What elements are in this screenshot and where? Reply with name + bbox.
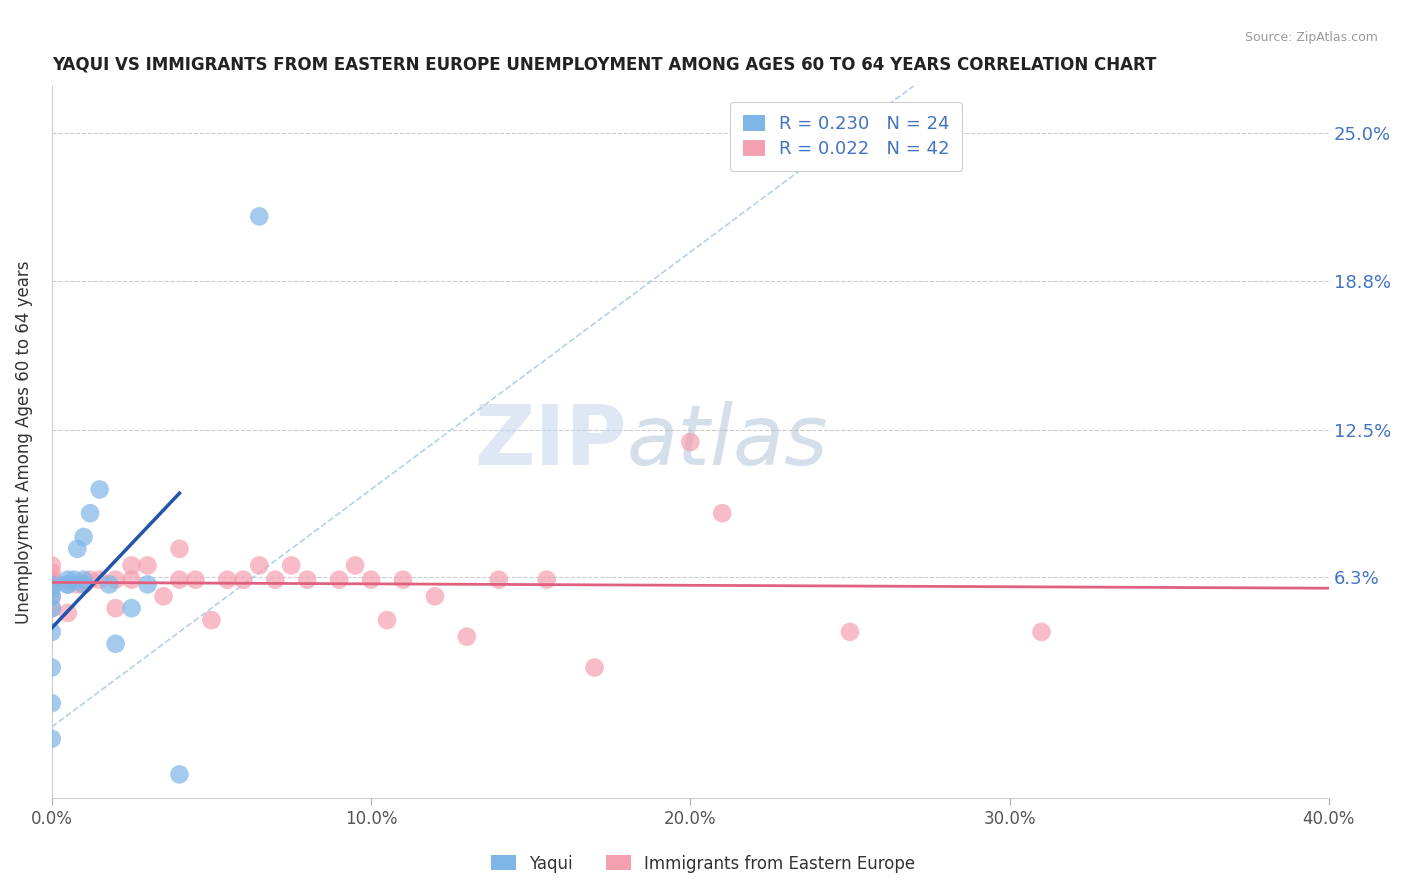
Point — [41, 601, 63, 615]
Point — [121, 558, 143, 573]
Point — [104, 573, 127, 587]
Text: atlas: atlas — [627, 401, 828, 483]
Point — [73, 577, 96, 591]
Point — [56, 577, 79, 591]
Point — [98, 577, 121, 591]
Point — [136, 577, 159, 591]
Point — [456, 630, 478, 644]
Point — [280, 558, 302, 573]
Point — [41, 590, 63, 604]
Point — [41, 624, 63, 639]
Point — [184, 573, 207, 587]
Point — [169, 573, 191, 587]
Point — [104, 637, 127, 651]
Point — [679, 434, 702, 449]
Point — [423, 590, 446, 604]
Point — [66, 541, 89, 556]
Point — [247, 210, 270, 224]
Point — [41, 731, 63, 746]
Point — [41, 558, 63, 573]
Point — [73, 530, 96, 544]
Point — [488, 573, 510, 587]
Y-axis label: Unemployment Among Ages 60 to 64 years: Unemployment Among Ages 60 to 64 years — [15, 260, 32, 624]
Point — [264, 573, 287, 587]
Point — [169, 541, 191, 556]
Point — [41, 601, 63, 615]
Point — [104, 601, 127, 615]
Point — [41, 577, 63, 591]
Point — [41, 573, 63, 587]
Point — [41, 566, 63, 580]
Point — [375, 613, 398, 627]
Point — [344, 558, 367, 573]
Point — [66, 577, 89, 591]
Point — [1031, 624, 1053, 639]
Point — [583, 660, 606, 674]
Point — [839, 624, 862, 639]
Point — [73, 577, 96, 591]
Point — [360, 573, 382, 587]
Point — [56, 573, 79, 587]
Point — [89, 483, 111, 497]
Point — [41, 696, 63, 710]
Point — [56, 577, 79, 591]
Point — [169, 767, 191, 781]
Point — [136, 558, 159, 573]
Text: Source: ZipAtlas.com: Source: ZipAtlas.com — [1244, 31, 1378, 45]
Text: YAQUI VS IMMIGRANTS FROM EASTERN EUROPE UNEMPLOYMENT AMONG AGES 60 TO 64 YEARS C: YAQUI VS IMMIGRANTS FROM EASTERN EUROPE … — [52, 55, 1156, 73]
Point — [711, 506, 734, 520]
Point — [89, 573, 111, 587]
Point — [328, 573, 350, 587]
Point — [63, 573, 86, 587]
Legend: R = 0.230   N = 24, R = 0.022   N = 42: R = 0.230 N = 24, R = 0.022 N = 42 — [730, 102, 962, 171]
Point — [217, 573, 239, 587]
Point — [392, 573, 415, 587]
Point — [121, 573, 143, 587]
Point — [295, 573, 318, 587]
Point — [41, 582, 63, 597]
Point — [79, 506, 101, 520]
Point — [200, 613, 222, 627]
Text: ZIP: ZIP — [474, 401, 627, 483]
Point — [536, 573, 558, 587]
Point — [232, 573, 254, 587]
Legend: Yaqui, Immigrants from Eastern Europe: Yaqui, Immigrants from Eastern Europe — [484, 848, 922, 880]
Point — [41, 573, 63, 587]
Point — [79, 573, 101, 587]
Point — [73, 573, 96, 587]
Point — [41, 577, 63, 591]
Point — [121, 601, 143, 615]
Point — [152, 590, 174, 604]
Point — [41, 660, 63, 674]
Point — [56, 606, 79, 620]
Point — [41, 590, 63, 604]
Point — [247, 558, 270, 573]
